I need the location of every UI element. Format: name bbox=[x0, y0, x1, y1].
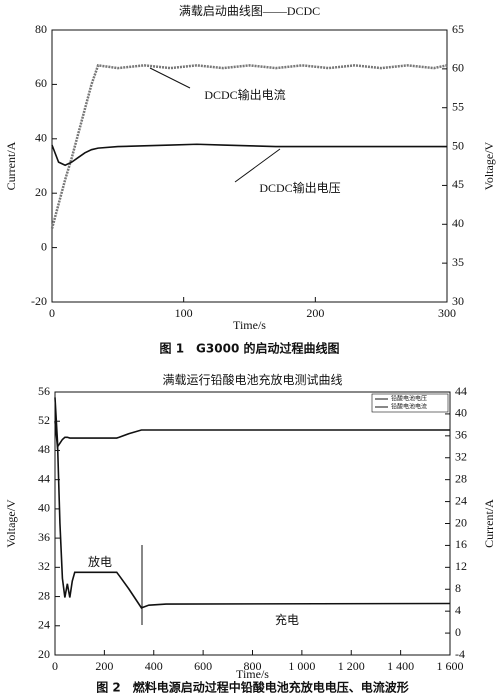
x-axis-label: Time/s bbox=[236, 667, 269, 681]
y-tick-label: 56 bbox=[38, 384, 50, 398]
y2-tick-label: 28 bbox=[455, 471, 467, 485]
x-tick-label: 1 200 bbox=[338, 659, 365, 673]
chart-title: 满载运行铅酸电池充放电测试曲线 bbox=[162, 372, 342, 387]
leader-line bbox=[149, 67, 191, 89]
y-tick-label: 20 bbox=[38, 647, 50, 661]
y2-axis-label: Voltage/V bbox=[482, 141, 496, 190]
annotation: DCDC输出电流 bbox=[204, 87, 285, 102]
y2-tick-label: 0 bbox=[455, 625, 461, 639]
y-axis-label: Voltage/V bbox=[4, 499, 18, 548]
series-line bbox=[54, 421, 450, 450]
y2-tick-label: 65 bbox=[452, 22, 464, 36]
series-line bbox=[51, 143, 447, 167]
y-tick-label: 60 bbox=[35, 76, 47, 90]
series-line bbox=[54, 397, 451, 609]
x-tick-label: 0 bbox=[52, 659, 58, 673]
y-tick-label: -20 bbox=[31, 294, 47, 308]
y-tick-label: 24 bbox=[38, 618, 50, 632]
legend-box bbox=[371, 393, 449, 413]
y2-tick-label: 12 bbox=[455, 559, 467, 573]
caption: 图 1 G3000 的启动过程曲线图 bbox=[160, 341, 340, 356]
annotation: 充电 bbox=[275, 612, 299, 627]
y2-tick-label: 8 bbox=[455, 581, 461, 595]
y-tick-label: 52 bbox=[38, 413, 50, 427]
x-tick-label: 800 bbox=[244, 659, 262, 673]
y2-tick-label: 20 bbox=[455, 515, 467, 529]
y-axis-label: Current/A bbox=[4, 141, 18, 190]
y-tick-label: 36 bbox=[38, 530, 50, 544]
y2-tick-label: 50 bbox=[452, 138, 464, 152]
x-tick-label: 1 400 bbox=[387, 659, 414, 673]
x-tick-label: 300 bbox=[438, 306, 456, 320]
y-tick-label: 20 bbox=[35, 185, 47, 199]
y-tick-label: 28 bbox=[38, 588, 50, 602]
caption: 图 2 燃料电源启动过程中铅酸电池充放电电压、电流波形 bbox=[96, 680, 409, 693]
x-tick-label: 200 bbox=[306, 306, 324, 320]
x-tick-label: 0 bbox=[49, 306, 55, 320]
y2-tick-label: 44 bbox=[455, 384, 467, 398]
y2-tick-label: 45 bbox=[452, 177, 464, 191]
y2-tick-label: 4 bbox=[455, 603, 461, 617]
plot-frame bbox=[51, 29, 448, 303]
y2-tick-label: 35 bbox=[452, 255, 464, 269]
x-tick-label: 100 bbox=[175, 306, 193, 320]
y2-tick-label: 36 bbox=[455, 428, 467, 442]
y-tick-label: 32 bbox=[38, 559, 50, 573]
annotation: 放电 bbox=[88, 554, 112, 569]
y-tick-label: 80 bbox=[35, 22, 47, 36]
y2-tick-label: -4 bbox=[455, 647, 465, 661]
x-axis-label: Time/s bbox=[233, 318, 266, 332]
y-tick-label: 44 bbox=[38, 471, 50, 485]
y-tick-label: 40 bbox=[38, 501, 50, 515]
y-tick-label: 40 bbox=[35, 131, 47, 145]
leader-line bbox=[234, 148, 281, 183]
chart-title: 满载启动曲线图——DCDC bbox=[179, 4, 320, 18]
series-line bbox=[50, 63, 448, 229]
y2-axis-label: Current/A bbox=[482, 499, 496, 548]
y2-tick-label: 40 bbox=[455, 406, 467, 420]
x-tick-label: 1 000 bbox=[288, 659, 315, 673]
plot-frame bbox=[54, 391, 451, 656]
y2-tick-label: 24 bbox=[455, 493, 467, 507]
y2-tick-label: 60 bbox=[452, 61, 464, 75]
x-tick-label: 600 bbox=[194, 659, 212, 673]
legend-label: 铅酸电池电流 bbox=[391, 402, 427, 410]
y2-tick-label: 32 bbox=[455, 450, 467, 464]
x-tick-label: 1 600 bbox=[437, 659, 464, 673]
y2-tick-label: 55 bbox=[452, 99, 464, 113]
y2-tick-label: 40 bbox=[452, 216, 464, 230]
y-tick-label: 0 bbox=[41, 239, 47, 253]
legend-label: 铅酸电池电压 bbox=[391, 394, 427, 402]
annotation: DCDC输出电压 bbox=[259, 180, 340, 195]
y2-tick-label: 16 bbox=[455, 537, 467, 551]
y2-tick-label: 30 bbox=[452, 294, 464, 308]
x-tick-label: 200 bbox=[95, 659, 113, 673]
x-tick-label: 400 bbox=[145, 659, 163, 673]
y-tick-label: 48 bbox=[38, 442, 50, 456]
